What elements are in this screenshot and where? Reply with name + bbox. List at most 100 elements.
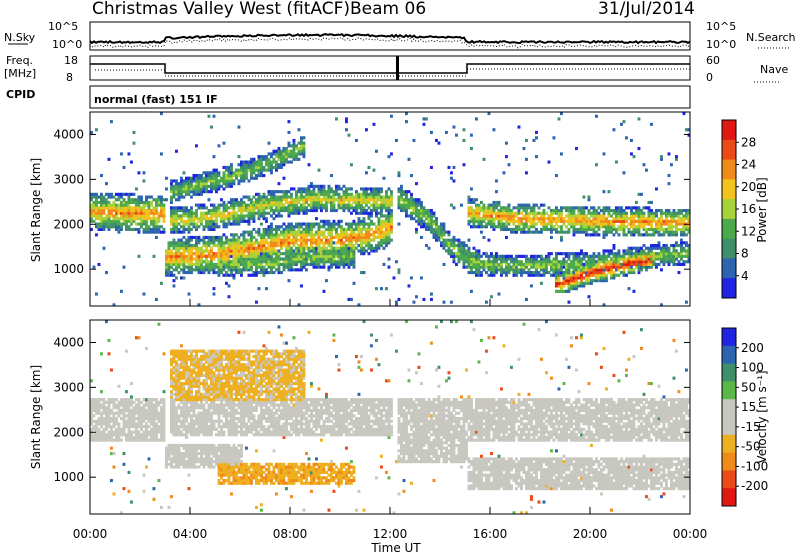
power-cell <box>622 211 626 215</box>
power-cell <box>210 268 213 272</box>
power-cell <box>347 203 351 207</box>
power-cell <box>655 254 658 258</box>
power-cell <box>497 203 501 207</box>
power-cell <box>190 217 193 221</box>
power-cell <box>137 195 141 199</box>
power-cell <box>592 260 596 264</box>
power-cell <box>390 114 393 118</box>
power-cell <box>377 203 381 207</box>
power-cell <box>317 252 321 256</box>
power-cell <box>577 206 581 210</box>
power-cell <box>642 265 646 269</box>
power-cell <box>675 249 678 253</box>
power-cell <box>362 246 366 250</box>
power-cell <box>607 254 611 258</box>
power-cell <box>442 233 446 237</box>
power-cell <box>90 217 93 221</box>
power-cell <box>455 133 458 137</box>
power-cell <box>222 211 226 215</box>
power-cell <box>557 260 561 264</box>
power-cell <box>592 217 596 221</box>
power-cell <box>292 138 296 142</box>
power-cell <box>567 276 571 280</box>
velocity-cell <box>120 398 123 402</box>
power-cell <box>117 225 121 229</box>
power-cell <box>257 168 261 172</box>
power-cell <box>285 265 288 269</box>
power-cell <box>207 268 211 272</box>
power-cell <box>112 222 116 226</box>
power-cell <box>412 217 416 221</box>
power-cell <box>302 257 306 261</box>
power-cell <box>377 195 381 199</box>
power-cell <box>255 168 258 172</box>
power-cell <box>585 206 588 210</box>
power-cell <box>667 152 671 156</box>
power-cell <box>595 273 598 277</box>
power-cell <box>637 219 641 223</box>
power-cell <box>567 273 571 277</box>
power-cell <box>632 252 636 256</box>
power-cell <box>152 254 156 258</box>
velocity-cell <box>145 433 148 437</box>
power-cell <box>282 192 286 196</box>
power-cell <box>175 187 178 191</box>
power-cell <box>187 244 191 248</box>
power-cell <box>215 179 218 183</box>
power-cell <box>432 233 436 237</box>
power-cell <box>280 160 283 164</box>
power-cell <box>372 168 376 172</box>
power-cell <box>107 225 111 229</box>
power-cell <box>655 244 658 248</box>
power-cell <box>317 238 321 242</box>
power-cell <box>487 217 491 221</box>
power-cell <box>175 241 178 245</box>
power-cell <box>407 284 411 288</box>
velocity-cell <box>122 400 126 404</box>
power-cell <box>257 195 261 199</box>
power-cell <box>300 244 303 248</box>
power-cell <box>130 206 133 210</box>
power-cell <box>372 198 376 202</box>
power-cell <box>112 200 116 204</box>
power-cell <box>540 222 543 226</box>
velocity-cell <box>142 406 146 410</box>
velocity-cell <box>95 406 98 410</box>
power-cell <box>282 163 286 167</box>
power-cell <box>222 225 226 229</box>
power-cell <box>582 252 586 256</box>
power-cell <box>475 209 478 213</box>
power-cell <box>610 230 613 234</box>
power-cell <box>172 195 176 199</box>
power-cell <box>295 249 298 253</box>
power-cell <box>555 289 558 293</box>
power-cell <box>260 244 263 248</box>
power-cell <box>145 209 148 213</box>
power-cell <box>500 211 503 215</box>
power-cell <box>540 254 543 258</box>
power-cell <box>287 120 291 124</box>
power-cell <box>165 273 168 277</box>
power-cell <box>537 271 541 275</box>
power-cell <box>495 265 498 269</box>
power-cell <box>517 206 521 210</box>
power-cell <box>195 268 198 272</box>
velocity-cell <box>110 417 113 421</box>
power-cell <box>330 174 333 178</box>
power-cell <box>157 195 161 199</box>
power-cell <box>170 214 173 218</box>
power-cell <box>92 265 96 269</box>
power-cell <box>292 230 296 234</box>
power-cell <box>672 249 676 253</box>
power-cell <box>172 222 176 226</box>
power-cell <box>160 195 163 199</box>
power-cell <box>657 246 661 250</box>
power-cell <box>435 238 438 242</box>
power-cell <box>167 268 171 272</box>
power-cell <box>205 190 208 194</box>
power-cell <box>582 284 586 288</box>
power-cell <box>210 209 213 213</box>
power-cell <box>305 262 308 266</box>
power-cell <box>95 217 98 221</box>
velocity-cell <box>102 435 106 439</box>
